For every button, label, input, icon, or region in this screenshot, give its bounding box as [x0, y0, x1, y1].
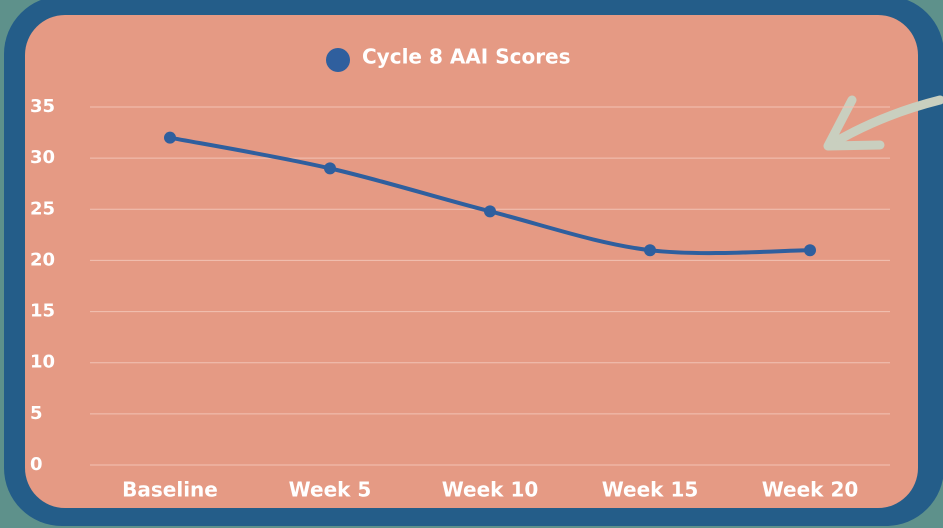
- y-tick-label: 15: [30, 301, 55, 322]
- panel: [25, 15, 918, 508]
- legend-swatch: [326, 48, 350, 72]
- x-tick-label: Baseline: [122, 478, 218, 502]
- y-tick-label: 5: [30, 403, 43, 424]
- point: [484, 205, 496, 218]
- y-tick-label: 35: [30, 96, 55, 117]
- y-tick-label: 20: [30, 249, 55, 270]
- x-tick-label: Week 15: [602, 478, 699, 502]
- y-tick-label: 10: [30, 352, 55, 373]
- x-tick-label: Week 20: [762, 478, 859, 502]
- x-tick-label: Week 10: [442, 478, 539, 502]
- point: [644, 244, 656, 257]
- x-tick-label: Week 5: [289, 478, 372, 502]
- point: [804, 244, 816, 257]
- y-tick-label: 25: [30, 198, 55, 219]
- y-tick-label: 0: [30, 454, 43, 475]
- legend-label: Cycle 8 AAI Scores: [362, 45, 571, 69]
- point: [324, 162, 336, 175]
- arrow-decoration: [823, 95, 943, 151]
- y-tick-label: 30: [30, 147, 55, 168]
- point: [164, 131, 176, 144]
